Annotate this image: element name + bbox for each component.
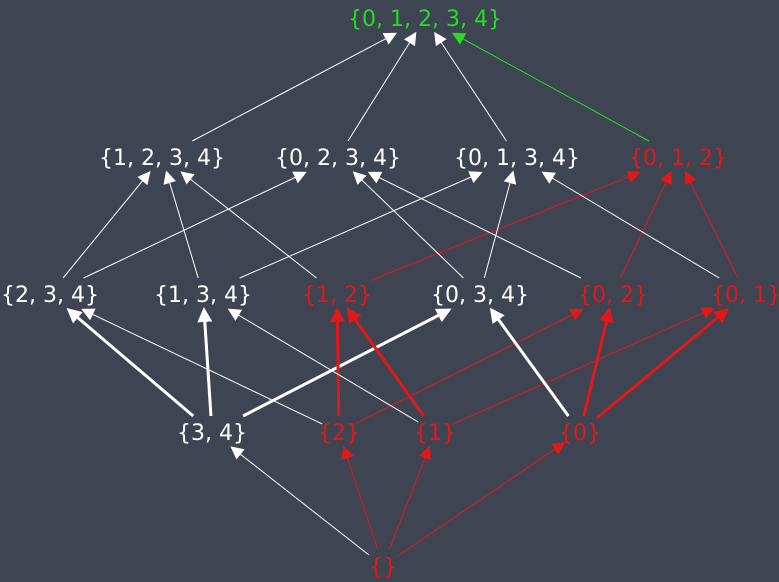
- edge-n012-to-n01234: [451, 32, 650, 142]
- edge-n034-to-n0234: [352, 171, 464, 279]
- edge-nempty-to-n34: [230, 446, 370, 556]
- edge-n34-to-n034: [242, 308, 452, 418]
- node-n1234: {1, 2, 3, 4}: [99, 146, 225, 171]
- edge-n02-to-n012: [620, 170, 672, 279]
- node-layer: {0, 1, 2, 3, 4} {1, 2, 3, 4} {0, 2, 3, 4} {…: [1, 7, 779, 580]
- edge-n02-to-n0234: [367, 171, 582, 279]
- edge-n34-to-n234: [66, 308, 195, 418]
- edge-n234-to-n1234: [62, 170, 151, 279]
- edge-n0134-to-n01234: [434, 31, 507, 142]
- node-n12: {1, 2}: [302, 283, 372, 308]
- edge-n0-to-n034: [489, 307, 570, 417]
- edge-n0-to-n01: [595, 308, 730, 420]
- edge-n2-to-n02: [355, 308, 584, 424]
- edge-nempty-to-n1: [388, 445, 432, 551]
- edge-nempty-to-n2: [341, 445, 379, 551]
- node-n0234: {0, 2, 3, 4}: [275, 146, 401, 171]
- node-n0: {0}: [559, 421, 601, 446]
- edge-n12-to-n1234: [180, 171, 317, 279]
- edge-n234-to-n0234: [83, 171, 307, 279]
- edge-n034-to-n0134: [483, 170, 517, 279]
- node-n2: {2}: [318, 421, 360, 446]
- node-n0134: {0, 1, 3, 4}: [454, 146, 580, 171]
- edge-n12-to-n012: [370, 170, 641, 281]
- edge-n1-to-n134: [227, 308, 419, 423]
- node-n234: {2, 3, 4}: [1, 283, 99, 308]
- edge-n01-to-n0134: [541, 171, 720, 279]
- edge-n0-to-n02: [582, 307, 614, 417]
- edge-n2-to-n234: [81, 308, 323, 425]
- node-nempty: {}: [369, 555, 397, 580]
- node-n34: {3, 4}: [177, 421, 247, 446]
- edge-n1-to-n12: [346, 307, 425, 417]
- node-n02: {0, 2}: [578, 283, 648, 308]
- edge-n1234-to-n01234: [192, 32, 398, 142]
- node-n134: {1, 3, 4}: [154, 283, 252, 308]
- edge-n134-to-n1234: [163, 170, 199, 279]
- node-n01234: {0, 1, 2, 3, 4}: [348, 7, 502, 32]
- edge-n2-to-n12: [329, 307, 345, 417]
- edge-n0234-to-n01234: [347, 31, 417, 142]
- edge-n34-to-n134: [197, 307, 213, 417]
- edge-nempty-to-n0: [396, 441, 566, 557]
- edge-n134-to-n0134: [239, 171, 483, 279]
- node-n01: {0, 1}: [711, 283, 779, 308]
- edge-n1-to-n01: [451, 307, 715, 426]
- edge-n01-to-n012: [684, 170, 739, 279]
- node-n1: {1}: [414, 421, 456, 446]
- node-n012: {0, 1, 2}: [629, 146, 727, 171]
- node-n034: {0, 3, 4}: [431, 283, 529, 308]
- edge-layer: [62, 31, 739, 557]
